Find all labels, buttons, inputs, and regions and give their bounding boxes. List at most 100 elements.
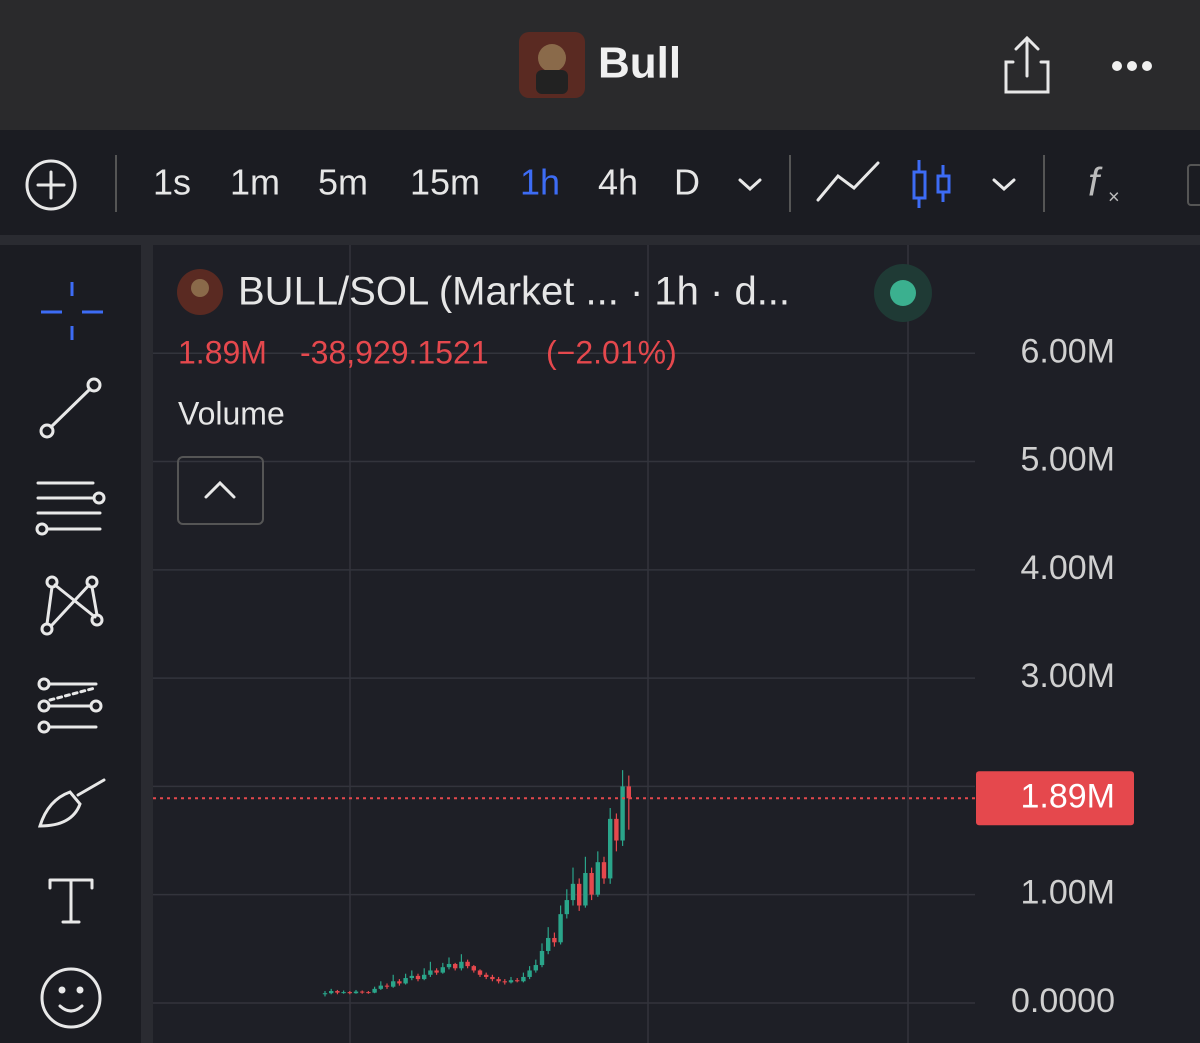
collapse-button[interactable] xyxy=(177,456,264,525)
more-button[interactable] xyxy=(1112,61,1152,71)
candle-body xyxy=(459,961,464,969)
chart-area xyxy=(153,245,1200,1043)
y-tick-label: 1.00M xyxy=(1021,874,1116,912)
timeframe-button[interactable]: 1h xyxy=(520,162,560,203)
y-tick-label: 5.00M xyxy=(1021,441,1116,479)
timeframe-button[interactable]: 15m xyxy=(410,162,480,203)
candle-body xyxy=(465,961,470,967)
candle-body xyxy=(515,980,520,982)
timeframe-button[interactable]: 4h xyxy=(598,162,638,203)
candle-body xyxy=(546,937,551,951)
candle-body xyxy=(378,985,383,989)
candle-body xyxy=(440,967,445,973)
candle-body xyxy=(360,991,365,993)
indicators-button-sub: × xyxy=(1108,186,1120,208)
candle-body xyxy=(422,974,427,980)
text-tool[interactable] xyxy=(48,878,94,924)
indicator-name: Volume xyxy=(178,395,285,431)
more-tools[interactable] xyxy=(1187,164,1200,206)
candle-body xyxy=(372,988,377,993)
emoji-tool[interactable] xyxy=(40,967,102,1029)
timeframe-button[interactable]: D xyxy=(674,162,700,203)
pattern-tool[interactable] xyxy=(40,575,104,636)
y-tick-label: 3.00M xyxy=(1021,657,1116,695)
candle-body xyxy=(347,992,352,994)
candle-body xyxy=(601,862,607,879)
candle-body xyxy=(552,937,557,943)
candle-body xyxy=(558,914,563,943)
timeframe-button[interactable]: 1m xyxy=(230,162,280,203)
timeframe-button[interactable]: 5m xyxy=(318,162,368,203)
candle-body xyxy=(341,992,346,994)
candle-body xyxy=(577,883,582,906)
chart-type-dropdown[interactable] xyxy=(992,178,1016,192)
last-price-label: 1.89M xyxy=(1021,777,1116,815)
crosshair-tool[interactable] xyxy=(41,282,103,340)
candle-body xyxy=(533,965,538,971)
candle-body xyxy=(583,873,588,906)
candle-body xyxy=(434,970,439,973)
avatar-suit xyxy=(536,70,568,94)
status-dot xyxy=(890,280,916,306)
candle-body xyxy=(626,786,631,799)
candle-body xyxy=(446,963,452,968)
candle-body xyxy=(564,900,569,915)
legend-symbol: BULL/SOL (Market ... · 1h · d... xyxy=(238,270,790,314)
y-tick-label: 4.00M xyxy=(1021,549,1116,587)
candle-body xyxy=(322,993,328,995)
toolbar xyxy=(0,130,1200,235)
legend-price: 1.89M xyxy=(178,334,267,370)
chart: 0.00001.00M2.00M3.00M4.00M5.00M6.00M1.89… xyxy=(153,332,1134,1020)
legend-avatar-figure xyxy=(191,279,209,297)
candle-body xyxy=(397,981,402,984)
legend-change: -38,929.1521 xyxy=(300,334,489,370)
candle-body xyxy=(353,991,359,994)
share-button[interactable] xyxy=(1004,35,1050,94)
line-type-button[interactable] xyxy=(816,161,880,202)
candle-body xyxy=(329,991,334,994)
candle-body xyxy=(570,883,576,901)
last-price-badge xyxy=(976,771,1134,826)
candle-body xyxy=(490,976,495,980)
y-tick-label: 6.00M xyxy=(1021,332,1116,370)
candle-body xyxy=(428,970,433,975)
candle-body xyxy=(403,978,408,984)
candle-type-button[interactable] xyxy=(912,160,951,208)
candle-body xyxy=(471,966,476,971)
y-tick-label: 0.0000 xyxy=(1011,982,1115,1020)
candle-body xyxy=(589,873,594,895)
candle-body xyxy=(595,862,600,895)
brush-tool[interactable] xyxy=(37,778,106,828)
candle-body xyxy=(539,950,545,966)
candle-body xyxy=(415,975,421,980)
legend-change-percent: (−2.01%) xyxy=(546,334,677,370)
candle-body xyxy=(335,991,340,993)
candle-body xyxy=(391,981,396,987)
candle-body xyxy=(484,974,489,977)
candle-body xyxy=(384,985,390,987)
vertical-grid xyxy=(349,245,909,1043)
candle-body xyxy=(366,992,371,994)
header-title: Bull xyxy=(598,39,681,88)
add-button[interactable] xyxy=(25,159,77,211)
candle-body xyxy=(620,786,625,841)
avatar-figure xyxy=(538,44,566,72)
candle-body xyxy=(453,963,458,969)
collapse-icon xyxy=(204,480,236,499)
forecast-tool[interactable] xyxy=(37,677,103,734)
trend-line-tool[interactable] xyxy=(39,377,102,439)
candle-body xyxy=(496,979,501,982)
candle-body xyxy=(477,970,483,975)
candle-body xyxy=(521,976,526,982)
timeframes: 1s 1m 5m 15m 1h 4h D xyxy=(153,162,700,203)
timeframe-dropdown[interactable] xyxy=(738,178,762,192)
candle-body xyxy=(614,818,619,841)
separator xyxy=(0,235,1200,245)
candle-body xyxy=(608,818,613,879)
timeframe-button[interactable]: 1s xyxy=(153,162,191,203)
fib-tool[interactable] xyxy=(35,481,106,536)
candle-body xyxy=(502,981,507,983)
header-bar xyxy=(0,0,1200,130)
candle-body xyxy=(508,980,514,983)
